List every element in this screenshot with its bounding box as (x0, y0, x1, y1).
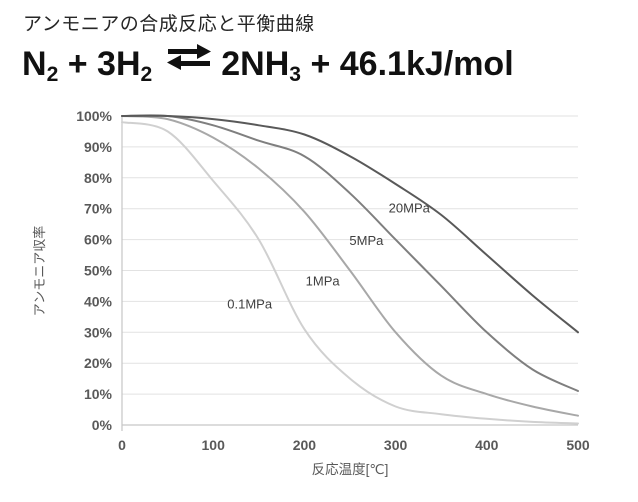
tick-labels: 0% 10% 20% 30% 40% 50% 60% 70% 80% 90% 100% 0 100 200… (76, 108, 590, 453)
y-tick-label-90: 90% (84, 139, 113, 155)
equilibrium-chart-canvas: 0.1MPa 1MPa 5MPa 20MPa 0% 10% 20% 30% 40% 50% 60%… (32, 108, 590, 477)
x-tick-label-500: 500 (566, 437, 590, 453)
curve-label-0.1MPa: 0.1MPa (227, 296, 273, 311)
curve-5MPa (121, 114, 579, 392)
y-tick-label-40: 40% (84, 293, 113, 309)
page-title: アンモニアの合成反応と平衡曲線 (23, 14, 315, 35)
y-tick-label-20: 20% (84, 355, 113, 371)
x-tick-label-300: 300 (384, 437, 408, 453)
y-axis-title: アンモニア収率 (32, 226, 47, 316)
y-tick-label-50: 50% (84, 263, 113, 279)
curve-label-20MPa: 20MPa (389, 201, 431, 216)
y-tick-label-30: 30% (84, 324, 113, 340)
x-tick-label-200: 200 (293, 437, 317, 453)
equilibrium-arrow-icon (166, 41, 212, 82)
y-tick-label-10: 10% (84, 386, 113, 402)
equation-plus-2: + (301, 45, 340, 83)
equilibrium-chart: 0.1MPa 1MPa 5MPa 20MPa 0% 10% 20% 30% 40% 50% 60%… (0, 107, 638, 497)
curve-label-5MPa: 5MPa (349, 233, 384, 248)
equation-nh3: 2NH3 (221, 45, 302, 86)
curve-label-1MPa: 1MPa (306, 273, 341, 288)
y-tick-label-100: 100% (76, 108, 112, 124)
curve-labels: 0.1MPa 1MPa 5MPa 20MPa (227, 201, 430, 312)
x-tick-label-0: 0 (118, 437, 126, 453)
axes (121, 116, 578, 431)
y-tick-label-0: 0% (92, 417, 113, 433)
chemical-equation: N2 + 3H2 2NH3 + 46.1kJ/mol (22, 44, 514, 85)
x-tick-label-100: 100 (202, 437, 226, 453)
equation-plus-1: + (58, 45, 98, 83)
y-tick-label-60: 60% (84, 232, 113, 248)
y-tick-label-80: 80% (84, 170, 113, 186)
x-tick-label-400: 400 (475, 437, 499, 453)
curve-1MPa (121, 115, 579, 417)
y-tick-label-70: 70% (84, 201, 113, 217)
equation-enthalpy: 46.1kJ/mol (339, 45, 514, 83)
curves (121, 114, 579, 425)
curve-0.1MPa (121, 121, 579, 425)
equation-h2: 3H2 (97, 45, 153, 86)
x-axis-title: 反応温度[℃] (312, 462, 389, 477)
curve-20MPa (121, 114, 579, 334)
equation-n2: N2 (22, 45, 59, 86)
